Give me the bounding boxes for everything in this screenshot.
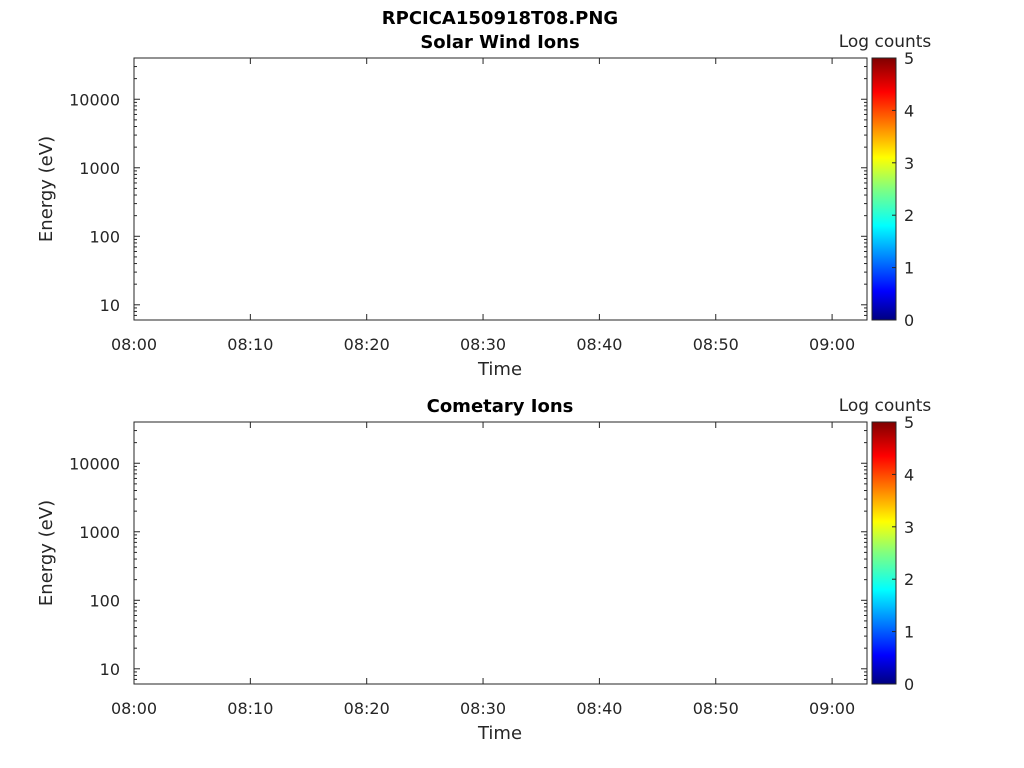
figure-title: RPCICA150918T08.PNG [382, 8, 618, 29]
panel-title: Solar Wind Ions [420, 32, 579, 53]
x-axis: 08:00 08:10 08:20 08:30 08:40 08:50 09:00 [111, 58, 855, 354]
colorbar: 0 1 2 3 4 5 Log counts [839, 32, 932, 330]
colorbar-tick-label: 5 [904, 49, 914, 68]
x-tick-label: 09:00 [809, 335, 855, 354]
x-axis-label: Time [477, 359, 522, 380]
colorbar-tick-label: 3 [904, 154, 914, 173]
colorbar-tick-label: 1 [904, 259, 914, 278]
x-tick-label: 08:30 [460, 335, 506, 354]
colorbar-tick-label: 2 [904, 206, 914, 225]
y-tick-label: 1000 [79, 159, 120, 178]
x-tick-label: 08:40 [576, 335, 622, 354]
x-tick-label: 08:00 [111, 335, 157, 354]
y-tick-label: 100 [89, 227, 120, 246]
x-tick-label: 08:50 [693, 335, 739, 354]
x-tick-label: 08:10 [227, 335, 273, 354]
y-tick-label: 10 [100, 296, 120, 315]
colorbar-label: Log counts [839, 32, 932, 52]
colorbar-scale [871, 57, 897, 321]
y-tick-label: 10000 [69, 90, 120, 109]
y-axis: 10 100 1000 10000 [69, 57, 867, 321]
plot-frame [133, 57, 868, 321]
x-tick-label: 08:20 [344, 335, 390, 354]
y-axis-label: Energy (eV) [36, 136, 57, 242]
solar-wind-panel: Solar Wind Ions 08:00 08:10 08:20 08:30 08:4… [36, 32, 932, 380]
colorbar-tick-label: 0 [904, 311, 914, 330]
colorbar-ticks: 0 1 2 3 4 5 [892, 49, 914, 330]
cometary-panel: Cometary Ions 08:00 08:10 08:20 08:30 08:40 0… [36, 396, 931, 744]
colorbar-tick-label: 4 [904, 101, 914, 120]
panel-title: Cometary Ions [427, 396, 574, 417]
